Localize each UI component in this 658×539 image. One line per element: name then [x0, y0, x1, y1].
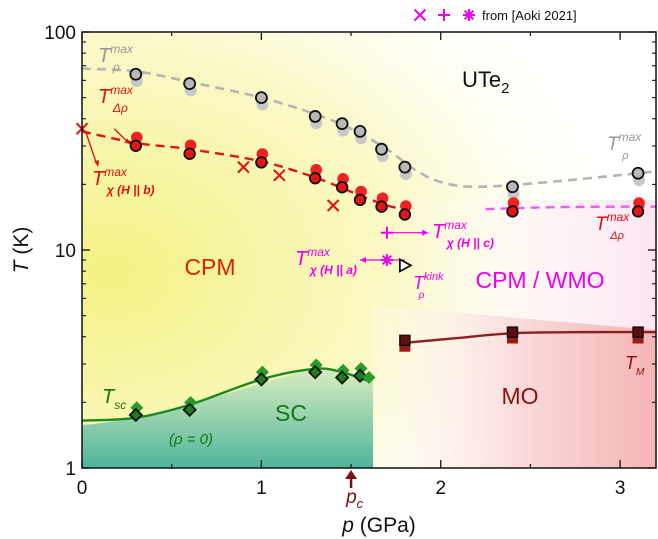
- trho-max-marker: [398, 160, 412, 174]
- x-axis-label: p (GPa): [341, 514, 416, 537]
- sc-region-background: [82, 369, 373, 468]
- mo-region-background: [370, 305, 656, 468]
- pc-label: pc: [345, 487, 364, 511]
- tsc-marker: [254, 372, 269, 387]
- cpm-wmo-region-background: [372, 200, 656, 340]
- series-label: Tmax ρ: [98, 42, 134, 74]
- legend-plus-marker: [438, 9, 450, 21]
- tdrho-max-marker: [335, 181, 349, 194]
- trho-max-marker: [335, 117, 349, 131]
- series-label: Tmax Δρ: [595, 210, 630, 242]
- tdrho-max-marker: [129, 139, 143, 152]
- tchi-max-b-marker: [237, 160, 250, 174]
- legend-cross-marker: [413, 8, 427, 22]
- trho-max-marker: [375, 142, 388, 156]
- x-tick-label: 0: [77, 478, 88, 499]
- region-label: CPM / WMO: [475, 267, 604, 293]
- trho-max-marker: [308, 110, 322, 123]
- tchi-max-c-arrow-head: [422, 229, 429, 236]
- tdrho-max-marker: [183, 147, 196, 160]
- legend-star-marker: [463, 9, 475, 21]
- annotation-labels: UTe2 from [Aoki 2021] CPM CPM / WMO SC MO (ρ =…: [92, 8, 645, 448]
- tsc-marker: [128, 407, 144, 423]
- y-tick-label: 1: [65, 459, 76, 480]
- tdrho-max-marker: [255, 156, 268, 169]
- tdrho-max-marker: [375, 200, 388, 213]
- trho-max-marker: [254, 91, 268, 105]
- legend-text: from [Aoki 2021]: [482, 8, 577, 23]
- tm-red-marker: [632, 332, 644, 344]
- trho-kink-marker: [398, 257, 413, 273]
- y-axis-label: T (K): [10, 227, 33, 274]
- tdrho-max-marker: [398, 208, 412, 221]
- series-label: Tmax χ (H || b): [92, 165, 155, 197]
- tdrho-max-marker: [631, 205, 645, 218]
- y-tick-label: 10: [55, 241, 76, 262]
- tm-red-marker: [507, 332, 518, 344]
- tsc-green-marker: [362, 371, 376, 385]
- tsc-marker: [307, 364, 323, 380]
- tm-marker: [399, 334, 411, 347]
- tsc-marker: [182, 402, 197, 418]
- trho-max-marker: [631, 166, 645, 180]
- tchi-b-pointer-head: [94, 160, 100, 168]
- data-markers: [75, 8, 646, 423]
- tchi-max-a-arrow-head: [360, 256, 367, 263]
- region-label: (ρ = 0): [169, 431, 213, 448]
- tchi-b-pointer-arrow: [84, 131, 97, 164]
- tdrho-pointer-head: [124, 138, 131, 145]
- region-label: CPM: [184, 254, 235, 280]
- tm-marker: [632, 326, 644, 338]
- tdrho-max-marker: [353, 193, 367, 207]
- series-label: TM: [625, 353, 645, 378]
- trho-max-marker: [183, 77, 197, 90]
- series-label: Tkink ρ: [413, 271, 444, 301]
- tdrho-max-marker: [506, 205, 519, 218]
- tm-marker: [506, 326, 519, 338]
- pc-arrow-head: [345, 470, 358, 479]
- tsc-marker: [352, 368, 368, 384]
- series-label: Tmax χ (H || c): [432, 218, 494, 250]
- series-label: Tmax Δρ: [98, 83, 134, 115]
- trho-max-marker: [506, 180, 519, 194]
- region-label: MO: [501, 383, 538, 409]
- series-label: Tmax ρ: [607, 130, 642, 162]
- x-tick-label: 2: [435, 478, 446, 499]
- tsc-marker: [334, 370, 350, 385]
- chart-title: UTe2: [462, 67, 509, 97]
- y-tick-label: 100: [44, 23, 76, 44]
- x-tick-label: 3: [615, 478, 626, 499]
- series-label: Tsc: [102, 386, 126, 412]
- tchi-max-b-marker: [326, 199, 340, 212]
- tchi-max-b-marker: [273, 169, 286, 182]
- series-label: Tmax χ (H || a): [295, 245, 357, 277]
- trho-max-marker: [353, 124, 367, 138]
- x-tick-label: 1: [256, 478, 267, 499]
- region-label: SC: [275, 400, 307, 426]
- trho-max-marker: [129, 67, 143, 81]
- tm-red-marker: [399, 340, 411, 352]
- tdrho-max-marker: [308, 172, 322, 185]
